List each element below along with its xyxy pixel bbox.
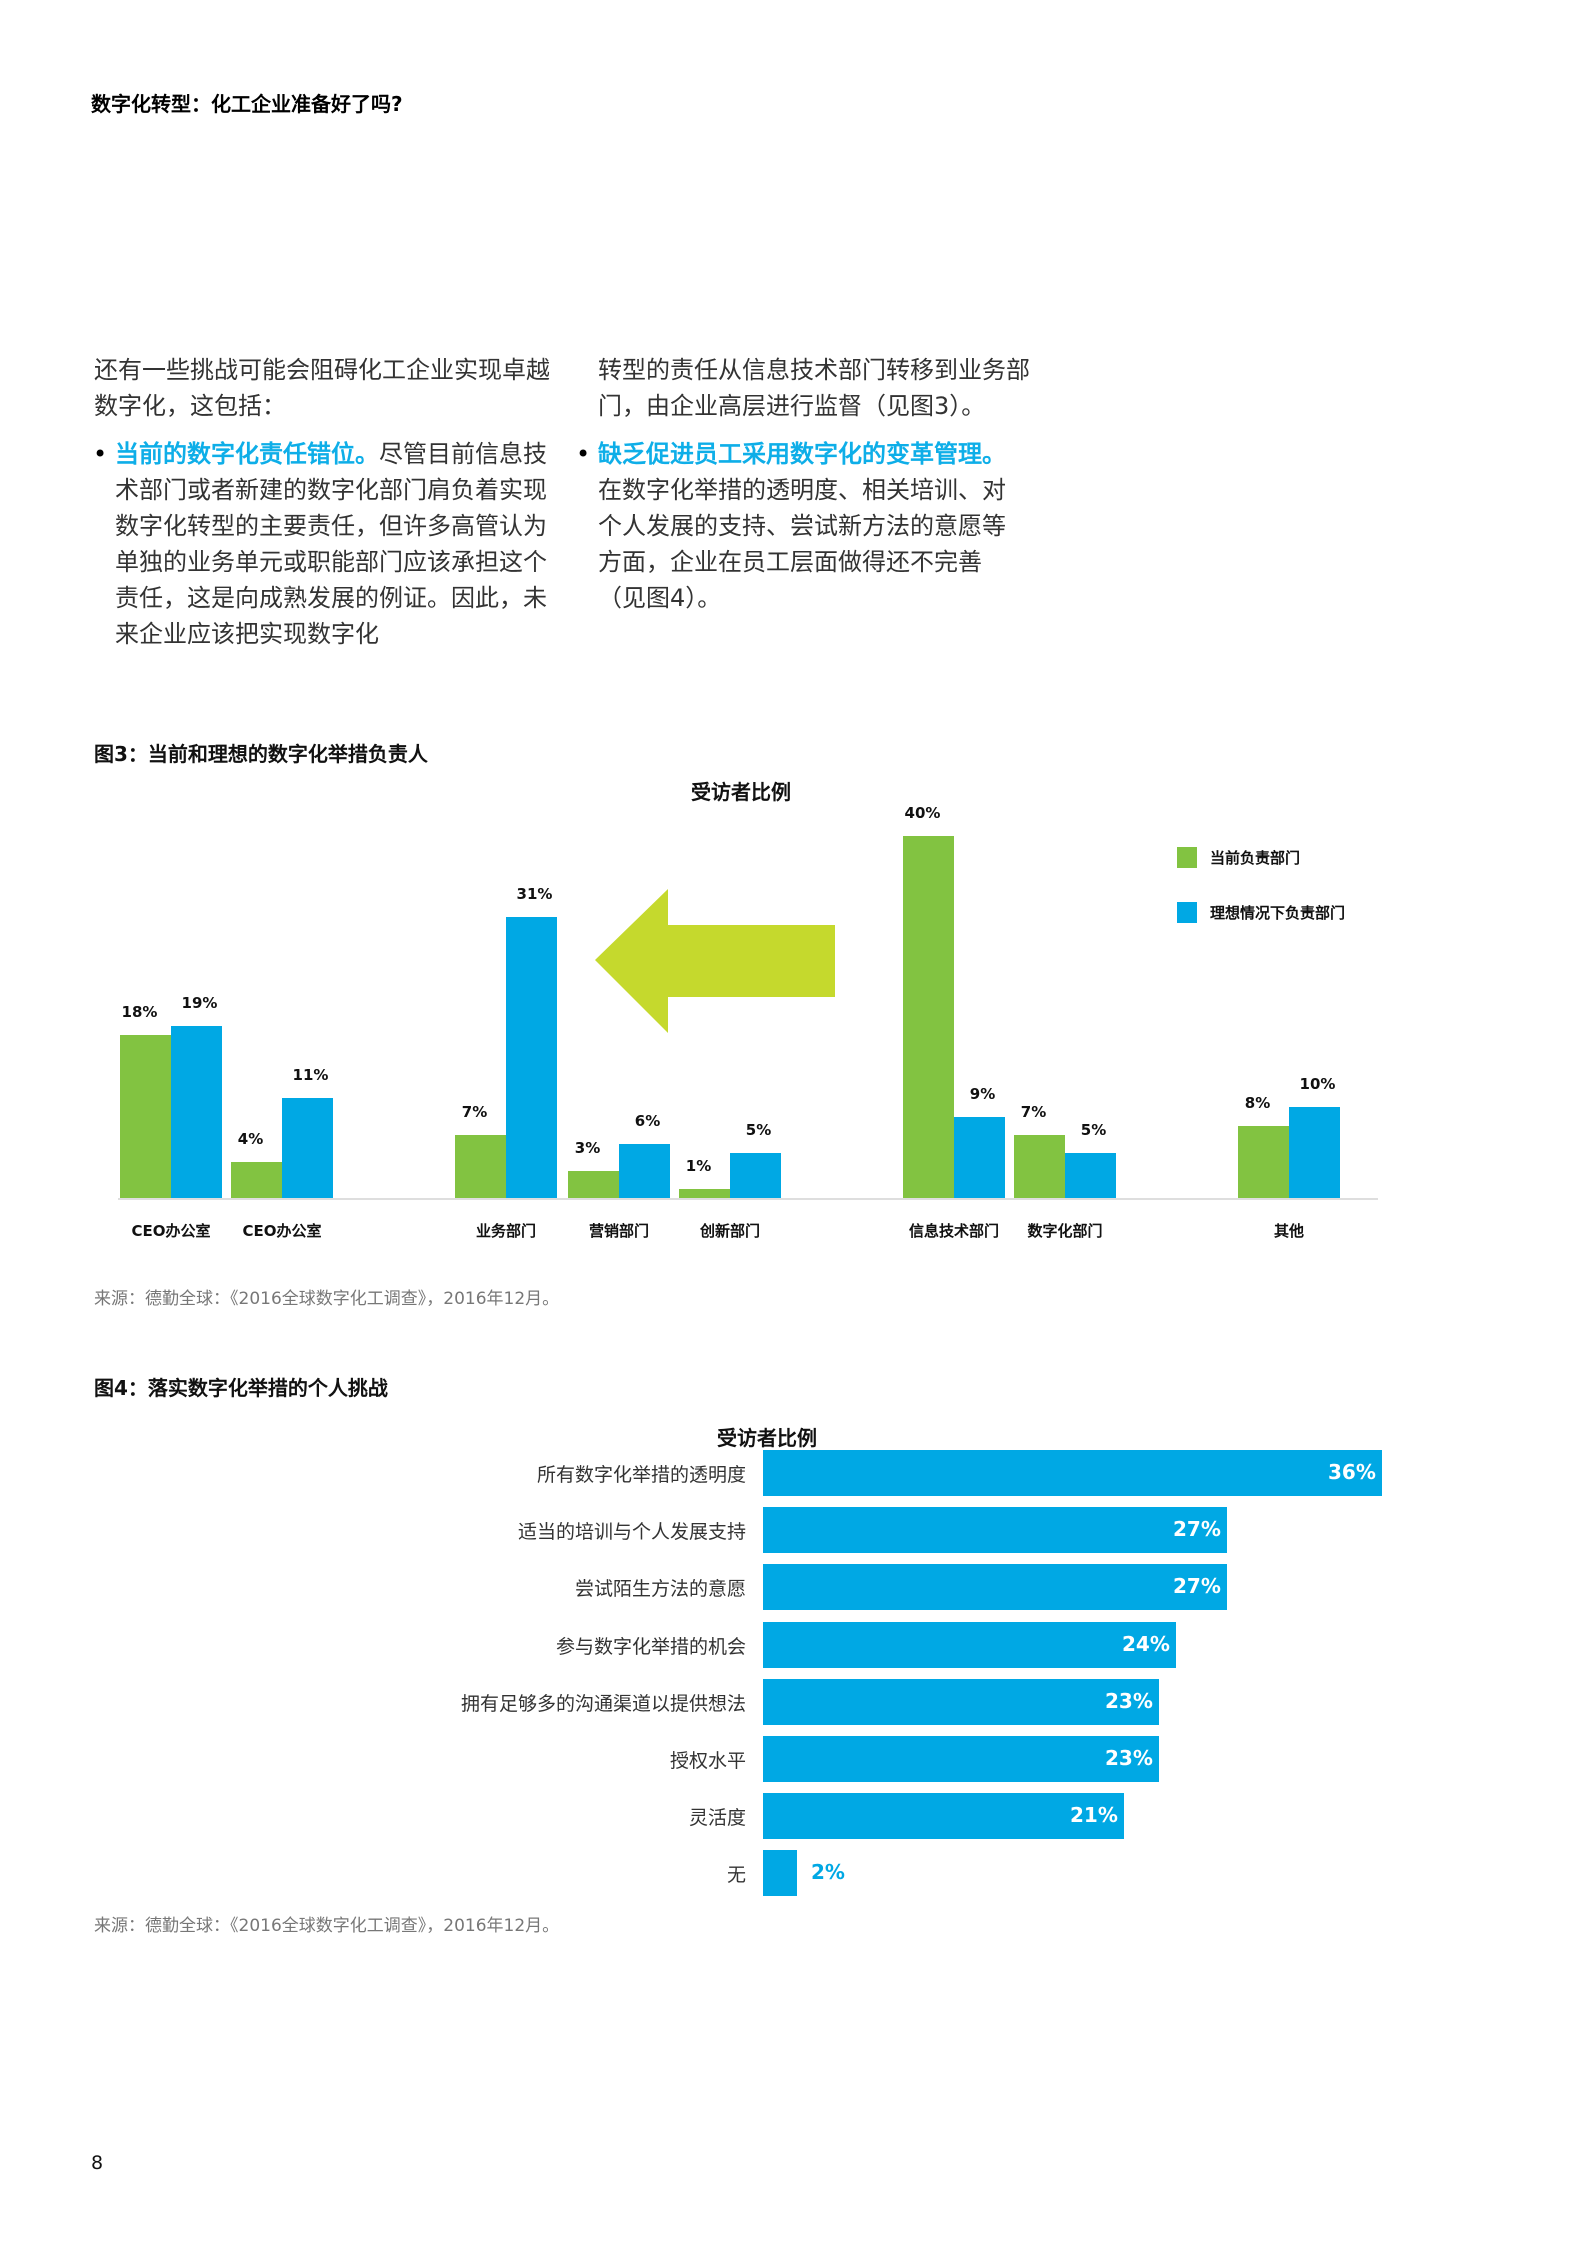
bar-category-label: 授权水平 (669, 1750, 746, 1772)
bar-value-label: 6% (634, 1112, 661, 1130)
bar-current (903, 836, 954, 1198)
bar-value-label: 23% (1105, 1746, 1153, 1770)
bar-value-label: 1% (685, 1157, 712, 1175)
bullet-highlight: 当前的数字化责任错位。 (115, 440, 379, 468)
horizontal-bar (763, 1564, 1227, 1610)
horizontal-bar (763, 1679, 1159, 1725)
category-label: 其他 (1273, 1222, 1304, 1240)
bullet-item-responsibility: • 当前的数字化责任错位。尽管目前信息技术部门或者新建的数字化部门肩负着实现数字… (93, 436, 565, 652)
bar-value-label: 40% (904, 804, 941, 822)
category-label: 业务部门 (475, 1222, 536, 1240)
left-arrow-icon (595, 889, 835, 1033)
bar-category-label: 灵活度 (688, 1807, 746, 1829)
figure3-title: 图3：当前和理想的数字化举措负责人 (94, 742, 428, 766)
bar-value-label: 27% (1173, 1574, 1221, 1598)
bar-ideal (506, 917, 557, 1198)
bar-value-label: 7% (461, 1103, 488, 1121)
bar-value-label: 2% (811, 1860, 845, 1884)
category-label: 信息技术部门 (908, 1222, 999, 1240)
page-number: 8 (91, 2152, 104, 2174)
figure3-source: 来源：德勤全球：《2016全球数字化工调查》，2016年12月。 (94, 1289, 560, 1309)
continuation-paragraph: 转型的责任从信息技术部门转移到业务部门，由企业高层进行监督（见图3）。 (598, 356, 1030, 420)
bar-current (679, 1189, 730, 1198)
bar-value-label: 27% (1173, 1517, 1221, 1541)
bar-ideal (1289, 1107, 1340, 1198)
bar-value-label: 18% (121, 1003, 158, 1021)
bar-value-label: 31% (516, 885, 553, 903)
category-label: CEO办公室 (131, 1222, 211, 1240)
bar-current (120, 1035, 171, 1198)
intro-paragraph: 还有一些挑战可能会阻碍化工企业实现卓越数字化，这包括： (94, 356, 550, 420)
bar-current (1014, 1135, 1065, 1198)
bar-value-label: 5% (1080, 1121, 1107, 1139)
bullet-highlight: 缺乏促进员工采用数字化的变革管理。 (598, 440, 1006, 468)
legend-swatch-ideal (1177, 902, 1197, 923)
bar-current (455, 1135, 506, 1198)
bar-value-label: 10% (1299, 1075, 1336, 1093)
bullet-text: 尽管目前信息技术部门或者新建的数字化部门肩负着实现数字化转型的主要责任，但许多高… (115, 440, 547, 648)
figure3-subtitle: 受访者比例 (691, 780, 791, 804)
bar-category-label: 拥有足够多的沟通渠道以提供想法 (460, 1693, 746, 1715)
bar-category-label: 适当的培训与个人发展支持 (517, 1521, 746, 1543)
horizontal-bar (763, 1622, 1176, 1668)
bar-value-label: 23% (1105, 1689, 1153, 1713)
bullet-icon: • (576, 440, 591, 468)
bar-value-label: 3% (574, 1139, 601, 1157)
bar-current (231, 1162, 282, 1198)
bullet-text: 在数字化举措的透明度、相关培训、对个人发展的支持、尝试新方法的意愿等方面，企业在… (598, 476, 1006, 612)
figure4-source: 来源：德勤全球：《2016全球数字化工调查》，2016年12月。 (94, 1916, 560, 1936)
bar-current (1238, 1126, 1289, 1198)
bar-value-label: 11% (292, 1066, 329, 1084)
bar-ideal (1065, 1153, 1116, 1198)
bar-category-label: 尝试陌生方法的意愿 (574, 1578, 746, 1600)
bar-value-label: 4% (237, 1130, 264, 1148)
bullet-item-change-management: • 缺乏促进员工采用数字化的变革管理。 在数字化举措的透明度、相关培训、对个人发… (576, 436, 1028, 616)
bar-category-label: 参与数字化举措的机会 (555, 1636, 746, 1658)
bar-ideal (954, 1117, 1005, 1198)
x-axis-line (118, 1198, 1378, 1200)
bar-value-label: 36% (1328, 1460, 1376, 1484)
figure4-title: 图4：落实数字化举措的个人挑战 (94, 1376, 388, 1400)
horizontal-bar (763, 1507, 1227, 1553)
page-header-title: 数字化转型：化工企业准备好了吗? (91, 92, 403, 116)
bar-value-label: 24% (1122, 1632, 1170, 1656)
bar-category-label: 所有数字化举措的透明度 (536, 1464, 746, 1486)
category-label: CEO办公室 (242, 1222, 322, 1240)
bar-category-label: 无 (726, 1864, 746, 1886)
category-label: 数字化部门 (1027, 1222, 1103, 1240)
category-label: 营销部门 (588, 1222, 649, 1240)
legend-label-current: 当前负责部门 (1210, 849, 1301, 867)
bar-value-label: 5% (745, 1121, 772, 1139)
bar-ideal (730, 1153, 781, 1198)
bar-value-label: 19% (181, 994, 218, 1012)
bar-value-label: 7% (1020, 1103, 1047, 1121)
horizontal-bar (763, 1450, 1382, 1496)
bar-value-label: 21% (1070, 1803, 1118, 1827)
bar-ideal (171, 1026, 222, 1198)
bar-value-label: 9% (969, 1085, 996, 1103)
bar-ideal (619, 1144, 670, 1198)
horizontal-bar (763, 1793, 1124, 1839)
legend-swatch-current (1177, 847, 1197, 868)
bar-value-label: 8% (1244, 1094, 1271, 1112)
bullet-icon: • (93, 440, 108, 468)
figure4-subtitle: 受访者比例 (717, 1426, 817, 1450)
bar-current (568, 1171, 619, 1198)
legend-label-ideal: 理想情况下负责部门 (1210, 904, 1346, 922)
horizontal-bar (763, 1736, 1159, 1782)
category-label: 创新部门 (699, 1222, 760, 1240)
horizontal-bar (763, 1850, 797, 1896)
bar-ideal (282, 1098, 333, 1198)
